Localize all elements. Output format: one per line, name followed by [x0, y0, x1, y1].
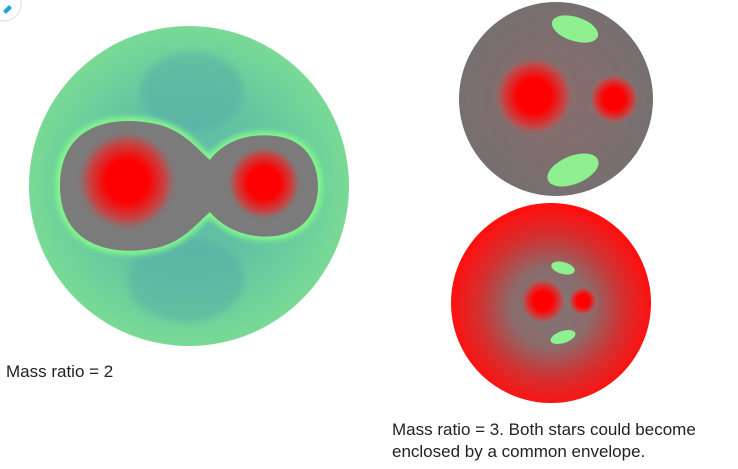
mass-ratio-3-bottom-figure	[451, 203, 651, 403]
caption-mass-ratio-3: Mass ratio = 3. Both stars could become …	[392, 419, 738, 463]
secondary-star-core	[226, 145, 302, 221]
caption-mass-ratio-2-text: Mass ratio = 2	[6, 362, 114, 381]
mass-ratio-3-top-figure	[459, 2, 653, 196]
envelope-shade-top	[140, 52, 244, 132]
top-spot-upper	[551, 15, 599, 43]
top-secondary-core	[588, 73, 640, 125]
caption-mass-ratio-2: Mass ratio = 2	[6, 361, 113, 383]
top-primary-core	[492, 54, 576, 138]
pencil-icon[interactable]	[0, 0, 22, 22]
bottom-spot-upper	[551, 261, 575, 275]
envelope-shade-bottom	[128, 238, 244, 322]
top-spot-lower	[547, 153, 599, 187]
bottom-spot-lower	[550, 330, 576, 344]
bottom-primary-core	[519, 277, 567, 325]
caption-mass-ratio-3-line1: Mass ratio = 3. Both stars could become	[392, 420, 696, 439]
caption-mass-ratio-3-line2: enclosed by a common envelope.	[392, 442, 646, 461]
mass-ratio-2-figure	[29, 26, 349, 346]
primary-star-core	[75, 129, 179, 233]
bottom-secondary-core	[568, 286, 598, 316]
